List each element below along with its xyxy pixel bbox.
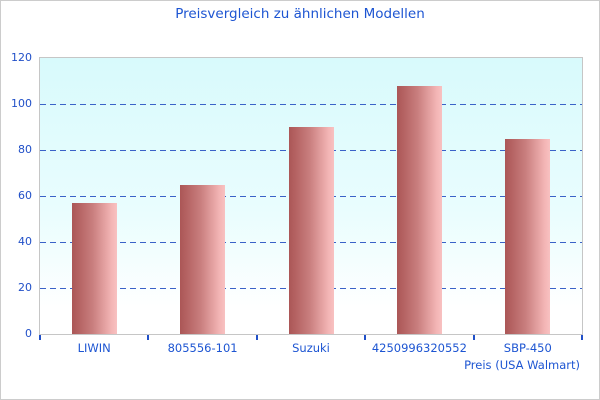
- y-tick-label-40: 40: [18, 234, 32, 248]
- y-tick-label-80: 80: [18, 142, 32, 156]
- bar-4250996320552: [396, 85, 442, 334]
- y-tick-label-120: 120: [11, 50, 32, 64]
- bar-805556-101: [180, 184, 226, 334]
- plot-area: [39, 57, 583, 335]
- y-tick-label-20: 20: [18, 280, 32, 294]
- bar-SBP-450: [505, 138, 551, 334]
- y-tick-label-60: 60: [18, 188, 32, 202]
- gridline-100: [40, 104, 582, 105]
- x-tick-mark-5: [581, 335, 583, 340]
- x-category-label-Suzuki: Suzuki: [292, 341, 330, 355]
- x-tick-mark-0: [39, 335, 41, 340]
- x-tick-mark-3: [364, 335, 367, 340]
- y-tick-label-100: 100: [11, 96, 32, 110]
- x-category-label-LIWIN: LIWIN: [77, 341, 111, 355]
- x-category-label-4250996320552: 4250996320552: [371, 341, 467, 355]
- x-axis-title: Preis (USA Walmart): [464, 358, 580, 372]
- x-tick-mark-1: [147, 335, 150, 340]
- x-category-label-SBP-450: SBP-450: [503, 341, 552, 355]
- bar-Suzuki: [288, 127, 334, 334]
- x-tick-mark-4: [472, 335, 475, 340]
- chart-title: Preisvergleich zu ähnlichen Modellen: [175, 6, 425, 22]
- x-category-label-805556-101: 805556-101: [167, 341, 238, 355]
- y-tick-label-0: 0: [25, 326, 32, 340]
- bar-LIWIN: [71, 202, 117, 334]
- x-tick-mark-2: [255, 335, 258, 340]
